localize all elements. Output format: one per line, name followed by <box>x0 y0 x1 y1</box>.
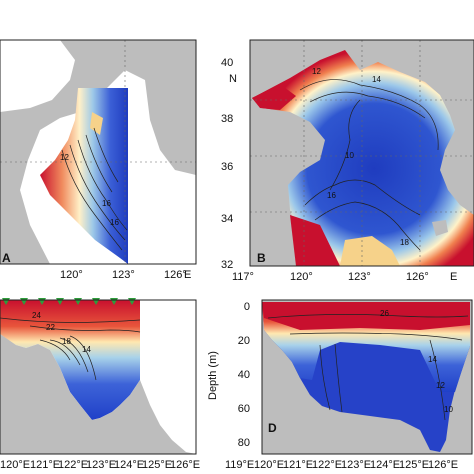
panel-a-gridlines <box>0 40 196 264</box>
panel-b-y-tick: 38 <box>221 113 233 125</box>
panel-c-seabed <box>0 334 196 454</box>
panel-b-contour-label: 10 <box>345 151 354 160</box>
panel-a-contour-label: 12 <box>60 153 69 162</box>
panel-d-y-tick: 40 <box>238 369 250 381</box>
panel-d-x-tick: 121°E <box>283 459 313 471</box>
panel-b-frame <box>249 39 474 267</box>
panel-b-warm-coast <box>290 215 340 266</box>
panel-a-contour-label: 16 <box>102 199 111 208</box>
panel-a-contour-label: 16 <box>110 218 119 227</box>
panel-d-y-tick: 60 <box>238 403 250 415</box>
panel-c-x-tick: 124°E <box>114 459 144 471</box>
panel-d-section: 26 14 12 10 D 0 20 40 60 80 Depth (m) 11… <box>207 299 473 471</box>
panel-c-x-tick: 120°E <box>0 459 30 471</box>
panel-d-y-tick: 80 <box>238 437 250 449</box>
panel-b-x-tick: E <box>450 271 457 283</box>
panel-d-x-tick: 122°E <box>312 459 342 471</box>
panel-a-x-tick: E <box>184 269 191 281</box>
panel-c-contour-label: 18 <box>62 337 71 346</box>
panel-d-contour-label: 26 <box>380 309 389 318</box>
panel-c-contour-label: 14 <box>82 345 91 354</box>
panel-d-warm-layer <box>262 302 470 330</box>
panel-c-contour-label: 24 <box>32 311 41 320</box>
panel-b-x-tick: 117° <box>232 271 254 283</box>
panel-a-frame <box>0 39 197 265</box>
panel-b-y-tick: N <box>229 73 237 85</box>
panel-b-warm-bay <box>252 84 296 110</box>
panel-d-x-tick: 124°E <box>370 459 400 471</box>
panel-b-x-tick: 123° <box>348 271 371 283</box>
panel-d-contour-label: 12 <box>436 381 445 390</box>
panel-d-y-tick: 20 <box>238 335 250 347</box>
panel-a-sea-north <box>0 40 75 112</box>
panel-c-x-tick: 125°E <box>142 459 172 471</box>
panel-d-y-axis-label: Depth (m) <box>207 351 219 400</box>
panel-b-warm-south <box>340 236 400 266</box>
panel-b-map: 12 14 16 18 10 B 40 N 38 36 34 32 117° 1… <box>221 39 474 283</box>
panel-b-contour-label: 14 <box>372 75 381 84</box>
panel-c-x-tick: 122°E <box>58 459 88 471</box>
panel-a-x-tick: 126° <box>164 269 187 281</box>
panel-c-contour-label: 22 <box>46 323 55 332</box>
panel-c-x-tick: 126°E <box>170 459 200 471</box>
panel-a-x-tick: 123° <box>112 269 135 281</box>
panel-d-x-tick: 120°E <box>254 459 284 471</box>
panel-d-contour-label: 14 <box>428 355 437 364</box>
panel-b-y-tick: 34 <box>221 213 233 225</box>
panel-b-contour-label: 18 <box>400 238 409 247</box>
panel-d-frame <box>261 299 473 455</box>
panel-b-island <box>432 220 448 236</box>
panel-d-label: D <box>268 421 277 435</box>
panel-a-temperature-field <box>40 88 128 264</box>
panel-b-gridlines <box>250 40 474 266</box>
panel-b-y-tick: 32 <box>221 259 233 271</box>
panel-d-x-tick: 123°E <box>341 459 371 471</box>
panel-c-x-tick: 123°E <box>86 459 116 471</box>
panel-d-contour-label: 10 <box>444 405 453 414</box>
panel-a-x-tick: 120° <box>60 269 83 281</box>
panel-b-y-tick: 40 <box>221 57 233 69</box>
panel-c-contours <box>0 317 141 381</box>
panel-a-contours <box>61 127 128 251</box>
panel-a-warm-patch <box>90 112 103 135</box>
panel-d-y-tick: 0 <box>244 301 250 313</box>
panel-d-x-tick: 119°E <box>225 459 254 471</box>
panel-a-label: A <box>2 251 11 265</box>
panel-c-x-tick: 121°E <box>30 459 60 471</box>
panel-b-contours <box>299 79 439 251</box>
panel-d-x-tick: 125°E <box>399 459 429 471</box>
panel-b-x-tick: 120° <box>290 271 313 283</box>
panel-c-frame <box>0 299 197 455</box>
panel-a-map: 12 16 16 A 120° 123° 126° E <box>0 39 197 281</box>
panel-b-label: B <box>257 251 266 265</box>
panel-c-section: 24 22 18 14 120°E 121°E 122°E 123°E 124°… <box>0 298 200 471</box>
panel-b-y-tick: 36 <box>221 161 233 173</box>
panel-d-x-tick: 126°E <box>428 459 458 471</box>
panel-d-contours <box>267 314 469 421</box>
panel-b-contour-label: 16 <box>327 191 336 200</box>
panel-b-x-tick: 126° <box>406 271 429 283</box>
panel-b-contour-label: 12 <box>312 67 321 76</box>
